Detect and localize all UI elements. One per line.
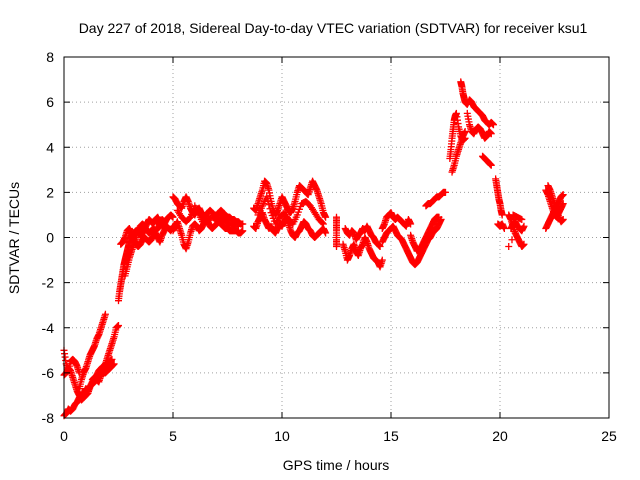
data-point <box>487 161 495 169</box>
data-point <box>266 205 274 213</box>
chart-title: Day 227 of 2018, Sidereal Day-to-day VTE… <box>79 20 588 36</box>
data-point <box>234 222 242 230</box>
y-ticks: -8 -6 -4 -2 0 2 4 6 8 <box>42 49 609 426</box>
data-point <box>169 213 177 221</box>
data-point <box>265 201 273 209</box>
y-tick-label: -8 <box>42 410 55 426</box>
x-ticks: 0 5 10 15 20 25 <box>60 57 617 444</box>
data-point <box>263 193 271 201</box>
data-point <box>520 240 528 248</box>
data-point <box>435 213 443 221</box>
x-tick-label: 0 <box>60 428 68 444</box>
data-point <box>505 243 513 251</box>
y-tick-label: -6 <box>42 365 55 381</box>
data-point <box>407 220 415 228</box>
data-point <box>376 243 384 251</box>
data-point <box>322 213 330 221</box>
x-tick-label: 20 <box>492 428 508 444</box>
x-tick-label: 5 <box>169 428 177 444</box>
data-point <box>487 130 495 138</box>
data-point <box>500 224 508 232</box>
data-point <box>508 236 516 244</box>
data-points <box>60 78 567 420</box>
data-point <box>319 220 327 228</box>
data-point <box>115 321 122 329</box>
y-axis-label: SDTVAR / TECUs <box>6 182 22 294</box>
data-point <box>110 360 118 368</box>
data-point <box>318 219 326 227</box>
data-point <box>239 220 247 228</box>
data-point <box>518 215 526 223</box>
x-tick-label: 10 <box>274 428 290 444</box>
data-point <box>489 121 497 129</box>
data-point <box>333 243 340 251</box>
data-point <box>559 200 567 208</box>
x-tick-label: 25 <box>601 428 617 444</box>
x-axis-label: GPS time / hours <box>283 457 390 473</box>
y-tick-label: 6 <box>46 94 54 110</box>
data-point <box>322 229 330 237</box>
x-tick-label: 15 <box>383 428 399 444</box>
data-point <box>378 256 386 264</box>
data-point <box>515 222 523 230</box>
data-point <box>239 227 247 235</box>
y-tick-label: -4 <box>42 320 55 336</box>
data-point <box>559 191 567 199</box>
data-point <box>461 127 469 135</box>
data-point <box>160 218 168 226</box>
y-tick-label: -2 <box>42 275 55 291</box>
data-point <box>442 188 449 196</box>
data-point <box>498 211 506 219</box>
data-point <box>101 310 109 318</box>
y-tick-label: 4 <box>46 139 54 155</box>
y-tick-label: 0 <box>46 230 54 246</box>
y-tick-label: 2 <box>46 184 54 200</box>
data-point <box>264 197 272 205</box>
data-point <box>185 214 193 222</box>
y-tick-label: 8 <box>46 49 54 65</box>
data-point <box>559 215 567 223</box>
data-point <box>511 229 519 237</box>
